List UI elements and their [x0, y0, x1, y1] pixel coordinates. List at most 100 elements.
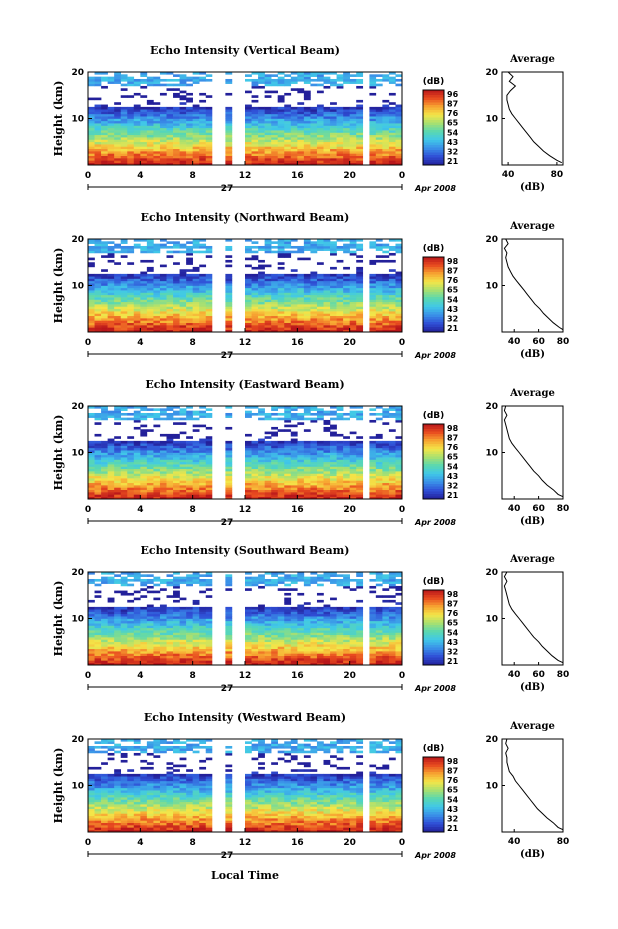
heatmap-cell — [310, 662, 318, 666]
heatmap-cell — [388, 318, 396, 321]
heatmap-cell — [140, 485, 148, 488]
heatmap-cell — [336, 662, 344, 666]
heatmap-cell — [264, 248, 272, 251]
colorbar-band — [423, 142, 444, 146]
heatmap-cell — [133, 137, 141, 140]
heatmap-cell — [316, 662, 324, 666]
heatmap-cell — [284, 459, 292, 463]
heatmap-cell — [159, 148, 167, 152]
heatmap-cell — [297, 623, 305, 626]
heatmap-cell — [107, 292, 115, 296]
heatmap-cell — [356, 120, 364, 124]
heatmap-cell — [395, 482, 403, 486]
heatmap-cell — [146, 287, 154, 291]
heatmap-cell — [192, 250, 200, 254]
heatmap-cell — [101, 139, 108, 143]
heatmap-cell — [336, 132, 344, 136]
heatmap-cell — [205, 299, 213, 303]
heatmap-cell — [225, 454, 233, 458]
heatmap-cell — [297, 630, 305, 633]
heatmap-cell — [310, 417, 318, 421]
heatmap-cell — [316, 471, 324, 474]
heatmap-cell — [146, 485, 154, 488]
colorbar-band — [423, 314, 444, 318]
heatmap-cell — [251, 292, 259, 296]
heatmap-cell — [388, 653, 396, 657]
heatmap-cell — [166, 318, 174, 321]
heatmap-cell — [101, 106, 108, 110]
heatmap-cell — [323, 454, 331, 458]
heatmap-cell — [290, 144, 298, 147]
heatmap-cell — [323, 320, 331, 324]
heatmap-cell — [264, 315, 272, 319]
heatmap-cell — [140, 148, 148, 152]
heatmap-cell — [146, 148, 154, 152]
heatmap-cell — [330, 485, 337, 488]
heatmap-cell — [107, 125, 115, 129]
heatmap-cell — [225, 471, 233, 474]
heatmap-cell — [284, 304, 292, 307]
x-tick-label: 8 — [190, 505, 196, 515]
colorbar-tick-label: 76 — [447, 276, 459, 285]
heatmap-cell — [199, 130, 207, 133]
heatmap-cell — [192, 155, 200, 159]
heatmap-cell — [114, 301, 122, 305]
heatmap-cell — [284, 116, 292, 119]
heatmap-cell — [388, 454, 396, 458]
heatmap-cell — [88, 97, 95, 101]
heatmap-cell — [382, 118, 390, 122]
heatmap-cell — [375, 637, 383, 640]
heatmap-cell — [382, 623, 390, 626]
heatmap-cell — [120, 313, 128, 317]
heatmap-cell — [146, 447, 154, 451]
heatmap-cell — [133, 485, 141, 488]
heatmap-cell — [251, 111, 259, 115]
colorbar-band — [423, 97, 444, 101]
profile-x-tick-label: 80 — [551, 170, 564, 180]
heatmap-cell — [323, 155, 331, 159]
heatmap-cell — [114, 304, 122, 307]
heatmap-cell — [159, 127, 167, 131]
heatmap-cell — [356, 123, 364, 126]
heatmap-cell — [271, 489, 279, 493]
heatmap-cell — [258, 660, 265, 663]
heatmap-cell — [369, 459, 377, 463]
heatmap-cell — [179, 478, 187, 481]
heatmap-cell — [330, 651, 337, 654]
heatmap-cell — [120, 139, 128, 143]
heatmap-cell — [245, 245, 252, 249]
heatmap-cell — [343, 473, 350, 477]
heatmap-cell — [94, 329, 102, 333]
heatmap-cell — [284, 329, 292, 333]
heatmap-cell — [101, 299, 108, 303]
heatmap-cell — [94, 422, 102, 425]
heatmap-cell — [101, 487, 108, 491]
heatmap-cell — [101, 132, 108, 136]
heatmap-cell — [173, 475, 180, 479]
heatmap-cell — [284, 644, 292, 647]
heatmap-cell — [166, 120, 174, 124]
heatmap-cell — [323, 304, 331, 307]
heatmap-cell — [173, 139, 180, 143]
heatmap-cell — [245, 632, 252, 636]
heatmap-cell — [205, 151, 213, 154]
heatmap-cell — [336, 248, 344, 251]
y-tick-label: 20 — [71, 235, 84, 245]
heatmap-cell — [284, 113, 292, 117]
heatmap-cell — [133, 417, 141, 421]
heatmap-cell — [271, 315, 279, 319]
heatmap-cell — [120, 406, 128, 409]
heatmap-cell — [245, 290, 252, 293]
heatmap-cell — [388, 276, 396, 279]
heatmap-cell — [166, 651, 174, 654]
heatmap-cell — [179, 301, 187, 305]
heatmap-cell — [382, 139, 390, 143]
heatmap-cell — [94, 627, 102, 631]
heatmap-cell — [114, 415, 122, 418]
heatmap-cell — [173, 292, 180, 296]
heatmap-cell — [120, 76, 128, 80]
heatmap-cell — [120, 151, 128, 154]
heatmap-cell — [264, 648, 272, 652]
heatmap-cell — [94, 144, 102, 147]
heatmap-cell — [205, 325, 213, 328]
